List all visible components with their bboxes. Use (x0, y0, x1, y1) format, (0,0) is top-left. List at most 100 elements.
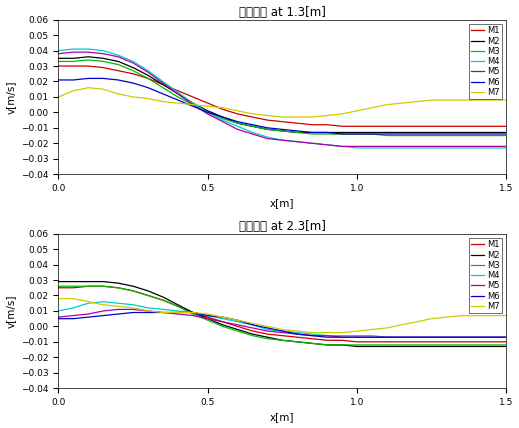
M2 (56, 56, 62, 61)
M2 (115, 59, 121, 64)
M3 (235, 121, 241, 126)
M2 (70, 56, 76, 61)
M4 (145, 68, 151, 73)
M2 (189, 101, 196, 106)
M1 (473, 124, 480, 129)
M4 (458, 146, 465, 151)
M7 (56, 95, 62, 100)
M4 (488, 335, 495, 340)
M7 (279, 327, 285, 332)
M5 (56, 51, 62, 56)
M1 (220, 319, 226, 324)
M3 (443, 133, 449, 138)
M3 (399, 133, 405, 138)
M6 (309, 333, 316, 338)
M7 (369, 327, 375, 332)
M4 (309, 141, 316, 146)
M7 (488, 98, 495, 103)
M7 (488, 313, 495, 318)
M1 (130, 71, 136, 76)
M1 (473, 339, 480, 345)
M6 (250, 322, 256, 327)
M3 (429, 133, 435, 138)
M5 (384, 335, 390, 340)
M4 (85, 47, 91, 52)
M1 (414, 339, 420, 345)
M3 (115, 62, 121, 67)
M2 (369, 130, 375, 135)
M7 (443, 315, 449, 320)
M7 (458, 98, 465, 103)
M5 (369, 144, 375, 149)
M1 (399, 124, 405, 129)
M3 (175, 95, 181, 100)
M5 (175, 91, 181, 96)
M5 (279, 330, 285, 335)
Legend: M1, M2, M3, M4, M5, M6, M7: M1, M2, M3, M4, M5, M6, M7 (469, 24, 502, 99)
M3 (279, 338, 285, 343)
M4 (324, 142, 330, 147)
M1 (160, 82, 166, 87)
M5 (458, 335, 465, 340)
M7 (70, 296, 76, 301)
M5 (264, 136, 270, 141)
M4 (250, 130, 256, 135)
M6 (294, 128, 301, 134)
M6 (220, 315, 226, 320)
M3 (264, 127, 270, 132)
M2 (503, 130, 509, 135)
M1 (309, 336, 316, 341)
M6 (160, 91, 166, 96)
M5 (339, 335, 345, 340)
M2 (294, 339, 301, 345)
M5 (399, 144, 405, 149)
M4 (189, 310, 196, 315)
M7 (309, 330, 316, 335)
M1 (458, 339, 465, 345)
M7 (354, 328, 360, 333)
M5 (324, 142, 330, 147)
M1 (384, 339, 390, 345)
M5 (309, 333, 316, 338)
M2 (414, 344, 420, 349)
M6 (488, 335, 495, 340)
M2 (264, 127, 270, 132)
Line: M2: M2 (59, 282, 506, 347)
M1 (204, 101, 211, 106)
Line: M6: M6 (59, 78, 506, 134)
M6 (399, 335, 405, 340)
M5 (443, 144, 449, 149)
M5 (294, 139, 301, 144)
M7 (324, 330, 330, 335)
M7 (189, 102, 196, 107)
M6 (145, 85, 151, 90)
M1 (145, 293, 151, 298)
M6 (220, 114, 226, 119)
M2 (443, 344, 449, 349)
M3 (279, 128, 285, 134)
M7 (250, 321, 256, 326)
M3 (130, 288, 136, 294)
M7 (100, 302, 106, 307)
M4 (369, 146, 375, 151)
M3 (160, 85, 166, 90)
M4 (56, 309, 62, 314)
M2 (309, 130, 316, 135)
M7 (85, 299, 91, 304)
M1 (399, 339, 405, 345)
M2 (220, 114, 226, 119)
M2 (339, 130, 345, 135)
M7 (339, 111, 345, 116)
Line: M2: M2 (59, 57, 506, 133)
M2 (130, 65, 136, 70)
M7 (429, 316, 435, 321)
M1 (175, 88, 181, 93)
M1 (100, 284, 106, 289)
M7 (70, 88, 76, 93)
M5 (115, 54, 121, 59)
M1 (250, 114, 256, 119)
M1 (220, 107, 226, 112)
M5 (264, 328, 270, 333)
Line: M7: M7 (59, 299, 506, 333)
M2 (458, 344, 465, 349)
